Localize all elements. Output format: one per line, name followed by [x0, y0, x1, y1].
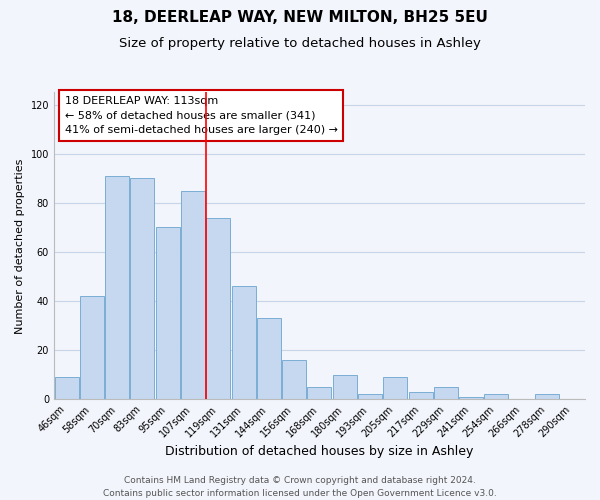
- Bar: [206, 218, 230, 399]
- Bar: [434, 387, 458, 399]
- Bar: [484, 394, 508, 399]
- Bar: [459, 396, 483, 399]
- Bar: [80, 296, 104, 399]
- X-axis label: Distribution of detached houses by size in Ashley: Distribution of detached houses by size …: [165, 444, 473, 458]
- Y-axis label: Number of detached properties: Number of detached properties: [15, 158, 25, 334]
- Bar: [409, 392, 433, 399]
- Bar: [383, 377, 407, 399]
- Bar: [130, 178, 154, 399]
- Text: Size of property relative to detached houses in Ashley: Size of property relative to detached ho…: [119, 38, 481, 51]
- Bar: [282, 360, 306, 399]
- Bar: [535, 394, 559, 399]
- Text: 18, DEERLEAP WAY, NEW MILTON, BH25 5EU: 18, DEERLEAP WAY, NEW MILTON, BH25 5EU: [112, 10, 488, 25]
- Bar: [181, 190, 205, 399]
- Bar: [55, 377, 79, 399]
- Text: Contains HM Land Registry data © Crown copyright and database right 2024.
Contai: Contains HM Land Registry data © Crown c…: [103, 476, 497, 498]
- Text: 18 DEERLEAP WAY: 113sqm
← 58% of detached houses are smaller (341)
41% of semi-d: 18 DEERLEAP WAY: 113sqm ← 58% of detache…: [65, 96, 338, 135]
- Bar: [333, 374, 357, 399]
- Bar: [307, 387, 331, 399]
- Bar: [232, 286, 256, 399]
- Bar: [105, 176, 129, 399]
- Bar: [358, 394, 382, 399]
- Bar: [257, 318, 281, 399]
- Bar: [156, 228, 180, 399]
